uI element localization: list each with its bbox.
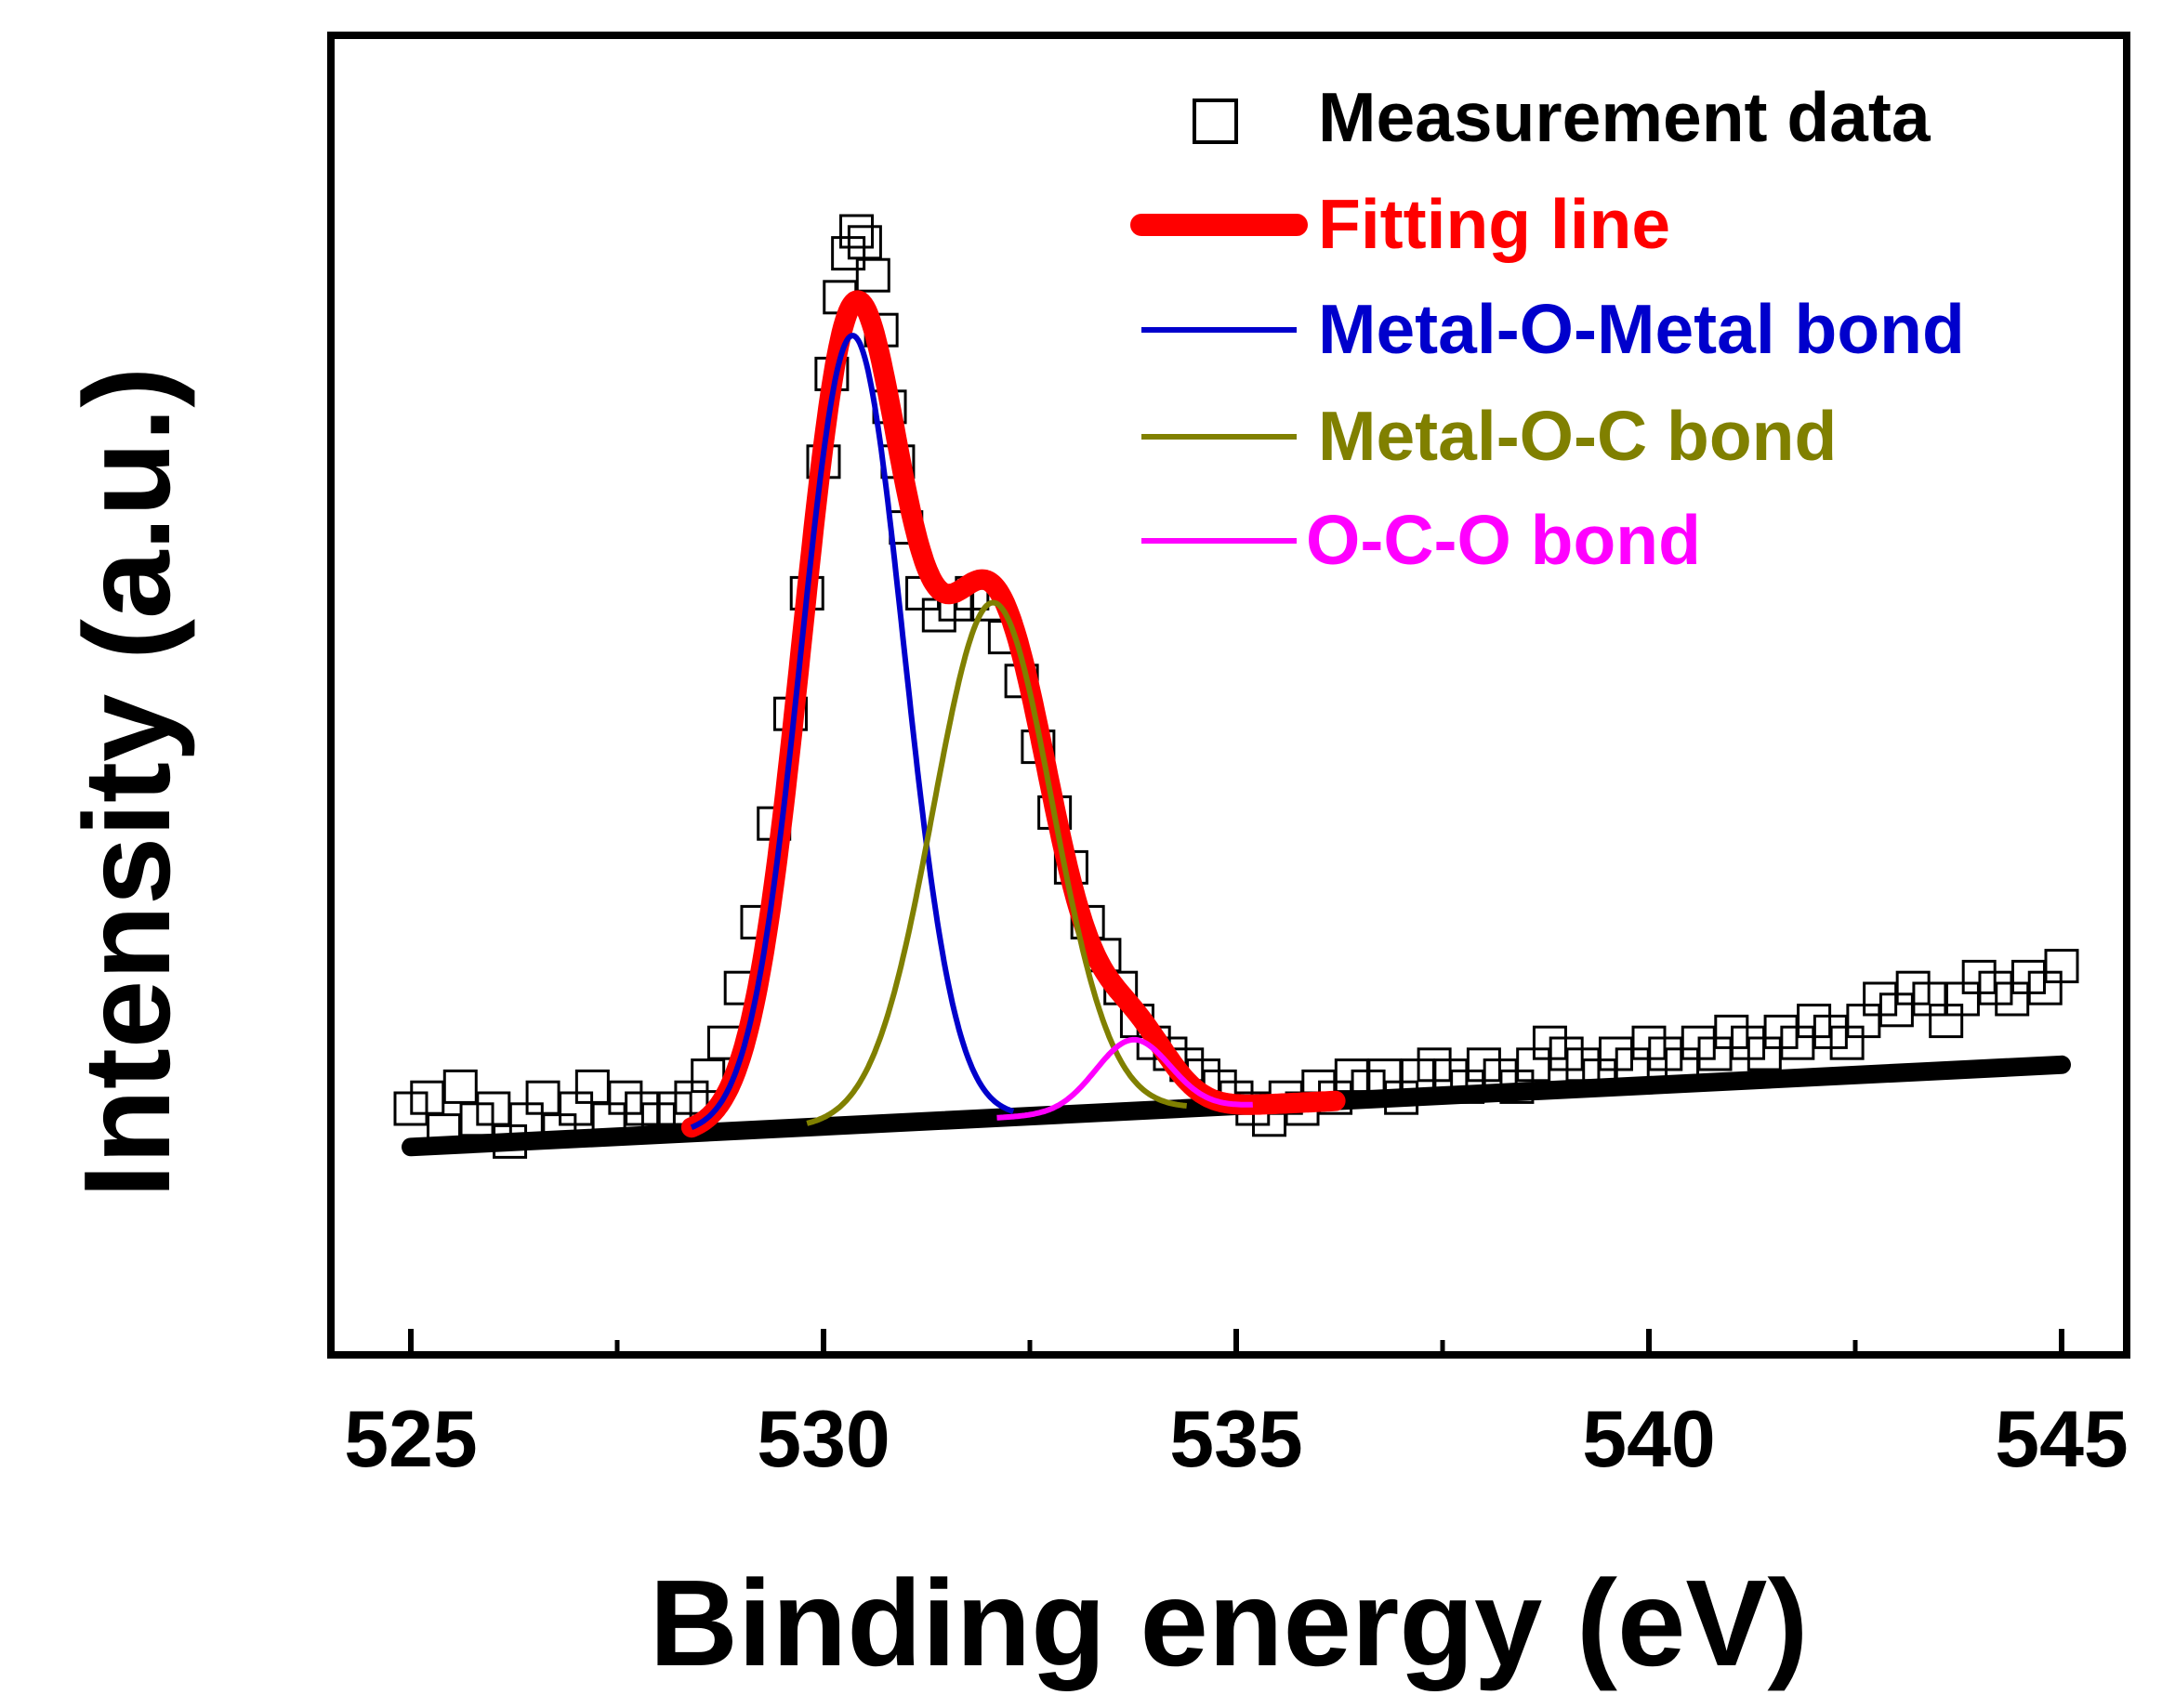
x-tick-label: 530 (757, 1395, 890, 1484)
y-axis-title: Intensity (a.u.) (59, 367, 195, 1199)
legend-metal-o-c-label: Metal-O-C bond (1318, 397, 1837, 475)
legend-measurement-label: Measurement data (1318, 78, 1931, 156)
fit-curves (402, 290, 2071, 1157)
measurement-point (855, 257, 890, 293)
x-tick-label: 525 (344, 1395, 478, 1484)
measurement-point (839, 214, 875, 249)
measurement-point (2044, 949, 2079, 984)
x-axis-title: Binding energy (eV) (650, 1555, 1809, 1691)
metal-o-c-curve (806, 599, 1188, 1126)
x-axis-ticks: 525 530 535 540 545 (344, 1329, 2129, 1484)
measurement-point (442, 1069, 478, 1104)
fitting-line-curve (680, 290, 1346, 1138)
plot-frame (327, 32, 2130, 1359)
metal-o-metal-curve (690, 333, 1015, 1130)
x-tick-label: 540 (1582, 1395, 1716, 1484)
x-tick-label: 535 (1169, 1395, 1303, 1484)
legend-o-c-o-label: O-C-O bond (1306, 501, 1701, 579)
o-c-o-curve (995, 1036, 1254, 1121)
x-tick-label: 545 (1995, 1395, 2129, 1484)
legend-measurement-marker (1193, 99, 1238, 144)
legend: Measurement data Fitting line Metal-O-Me… (1130, 78, 1965, 579)
legend-metal-o-metal-label: Metal-O-Metal bond (1318, 290, 1965, 368)
legend-fitting-line-label: Fitting line (1318, 185, 1670, 263)
